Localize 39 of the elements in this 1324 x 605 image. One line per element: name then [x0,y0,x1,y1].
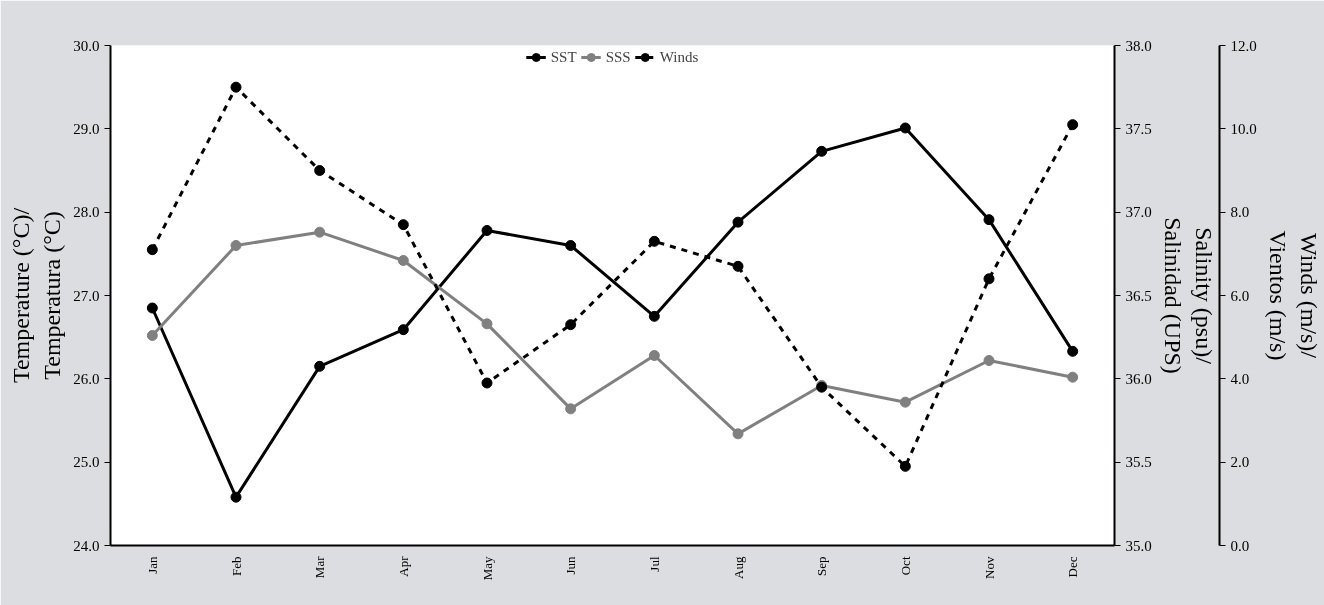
legend-label: Winds [659,48,699,66]
y2-tick-label: 35.0 [1125,537,1152,554]
y2-tick-label: 36.5 [1125,287,1152,304]
y-tick-label: 26.0 [73,370,100,387]
y-tick-label: 24.0 [73,537,100,554]
y3-tick-label: 10.0 [1230,120,1257,137]
x-tick-label: Aug [730,556,746,579]
x-tick-label: Oct [897,556,913,576]
y-tick-label: 27.0 [73,287,100,304]
y2-axis-title: Salinity (psu)/ Salinidad (UPS) [1159,217,1217,374]
y3-tick-label: 0.0 [1230,537,1250,554]
x-tick-label: Dec [1065,556,1081,578]
x-tick-label: Jan [144,556,160,574]
x-tick-label: Jun [563,556,579,575]
y-tick-label: 28.0 [73,204,100,221]
x-tick-label: Sep [814,556,830,576]
x-tick-label: May [479,556,495,581]
y3-axis-title: Winds (m/s)/ Vientos (m/s) [1264,230,1322,361]
y3-tick-label: 12.0 [1230,37,1257,54]
y-axis-title: Temperature (°C)/ Temperatura (°C) [8,207,66,384]
y3-tick-label: 4.0 [1230,370,1250,387]
y2-tick-label: 38.0 [1125,37,1152,54]
y2-tick-label: 37.0 [1125,204,1152,221]
x-tick-label: Apr [395,555,411,577]
legend-label: SSS [605,48,631,66]
y3-tick-label: 8.0 [1230,204,1250,221]
x-tick-label: Feb [228,556,244,576]
legend-label: SST [550,48,577,66]
y-tick-label: 30.0 [73,37,100,54]
y2-tick-label: 37.5 [1125,120,1152,137]
y2-tick-label: 35.5 [1125,454,1152,471]
y3-tick-label: 6.0 [1230,287,1250,304]
x-tick-label: Nov [981,556,997,579]
x-tick-label: Jul [646,556,662,572]
y-tick-label: 29.0 [73,120,100,137]
x-tick-label: Mar [312,555,328,579]
y2-tick-label: 36.0 [1125,370,1152,387]
y-tick-label: 25.0 [73,454,100,471]
y3-tick-label: 2.0 [1230,454,1250,471]
